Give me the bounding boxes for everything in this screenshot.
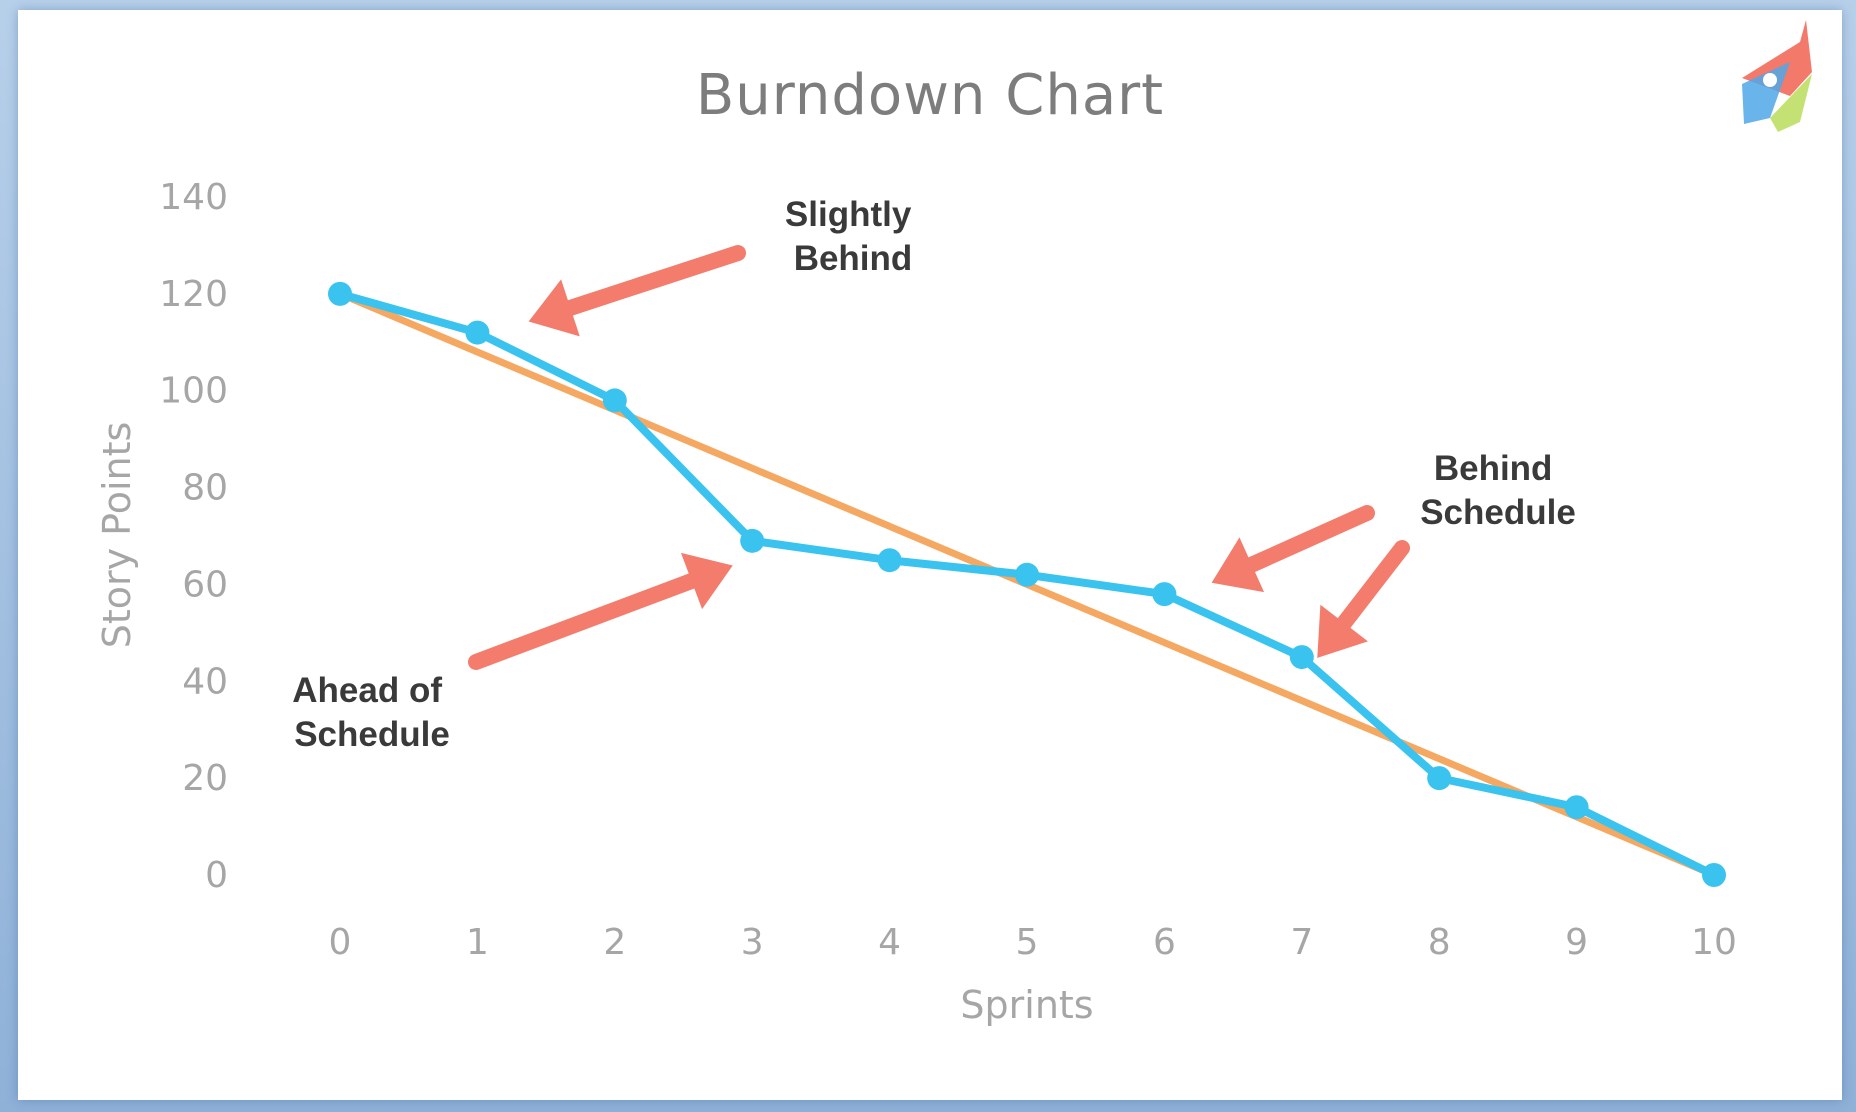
y-tick-label: 80 (182, 468, 228, 509)
annotation-arrow-behind-2-shaft (1336, 540, 1410, 632)
annotation-behind-line1: Behind (1434, 449, 1553, 488)
annotation-arrow-behind-1-head (1211, 537, 1265, 593)
x-tick-label: 9 (1565, 922, 1588, 963)
series-layer (328, 281, 1726, 887)
annotation-slightly-behind-line1: Slightly (785, 195, 912, 234)
data-point-actual (1015, 562, 1039, 587)
y-tick-label: 0 (205, 855, 228, 896)
data-point-actual (602, 388, 627, 413)
annotation-arrow-behind-2-head (1317, 604, 1368, 658)
y-tick-label: 20 (182, 758, 228, 799)
annotation-slightly-behind-line2: Behind (794, 239, 913, 278)
x-tick-label: 10 (1691, 922, 1737, 963)
annotation-arrow-behind-1-shaft (1243, 505, 1375, 573)
x-tick-label: 2 (603, 922, 626, 963)
data-point-actual (1427, 766, 1452, 791)
annotation-behind-schedule: Behind Schedule (1420, 449, 1576, 532)
annotation-arrow-slightly-behind-head (528, 279, 580, 337)
annotation-arrow-ahead-shaft (468, 573, 700, 670)
y-axis-ticks: 0 20 40 60 80 100 120 140 (159, 177, 228, 896)
data-point-actual (1152, 582, 1177, 607)
annotation-slightly-behind: Slightly Behind (785, 195, 921, 278)
annotation-arrow-ahead (468, 552, 733, 670)
data-point-actual (1289, 645, 1314, 670)
data-point-actual (465, 320, 490, 345)
x-tick-label: 3 (741, 922, 764, 963)
chart-card (18, 10, 1842, 1100)
data-point-actual (877, 548, 902, 573)
annotation-arrow-behind-1 (1211, 505, 1375, 593)
x-axis-ticks: 0 1 2 3 4 5 6 7 8 9 10 (329, 922, 1737, 963)
x-tick-label: 8 (1428, 922, 1451, 963)
data-point-actual (740, 528, 765, 553)
x-axis-label: Sprints (960, 983, 1093, 1027)
y-tick-label: 140 (159, 177, 228, 218)
annotation-ahead-of-schedule: Ahead of Schedule (292, 671, 451, 754)
annotation-ahead-line1: Ahead of (292, 671, 442, 710)
annotation-arrow-slightly-behind-shaft (562, 245, 746, 316)
data-point-actual (328, 281, 352, 306)
annotation-arrow-ahead-head (680, 552, 733, 610)
x-tick-label: 7 (1290, 922, 1313, 963)
x-tick-label: 1 (466, 922, 489, 963)
y-tick-label: 60 (182, 564, 228, 605)
data-point-actual (1702, 863, 1726, 887)
y-tick-label: 100 (159, 371, 228, 412)
annotation-arrow-slightly-behind (528, 245, 746, 337)
x-tick-label: 6 (1153, 922, 1176, 963)
x-tick-label: 5 (1016, 922, 1039, 963)
y-tick-label: 120 (159, 274, 228, 315)
annotation-behind-line2: Schedule (1420, 493, 1576, 532)
chart-title: Burndown Chart (696, 63, 1164, 128)
app-logo-icon (1742, 20, 1812, 132)
annotation-ahead-line2: Schedule (294, 715, 450, 754)
x-tick-label: 0 (329, 922, 352, 963)
y-axis-label: Story Points (95, 422, 139, 649)
y-tick-label: 40 (182, 661, 228, 702)
annotation-arrow-behind-2 (1317, 540, 1410, 658)
annotations-layer: Slightly Behind Ahead of Schedule Behind… (292, 195, 1576, 754)
x-tick-label: 4 (878, 922, 901, 963)
data-point-actual (1564, 795, 1589, 820)
